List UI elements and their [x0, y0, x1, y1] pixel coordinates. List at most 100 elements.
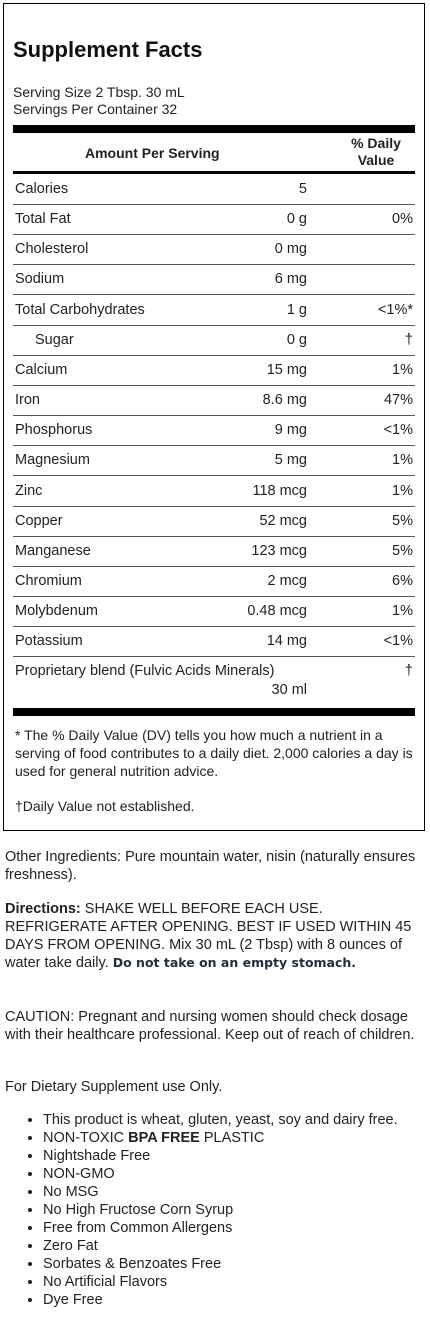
nutrient-daily-value: <1%	[383, 422, 413, 439]
bottom-divider	[13, 708, 415, 716]
blend-name: Proprietary blend (Fulvic Acids Minerals…	[15, 663, 275, 679]
nutrient-name: Calories	[15, 181, 69, 197]
dietary-note: For Dietary Supplement use Only.	[5, 1079, 223, 1095]
list-item: Zero Fat	[43, 1237, 423, 1255]
table-row: Phosphorus 9 mg <1%	[13, 415, 415, 447]
serving-size: Serving Size 2 Tbsp. 30 mL	[13, 84, 185, 100]
list-item: NON-TOXIC BPA FREE PLASTIC	[43, 1129, 423, 1147]
nutrient-name: Sodium	[15, 271, 65, 288]
directions-text: SHAKE WELL BEFORE EACH USE. REFRIGERATE …	[5, 901, 412, 971]
bpa-free-bold: BPA FREE	[128, 1130, 200, 1146]
nutrient-amount: 2 mcg	[267, 572, 308, 589]
nutrient-name: Manganese	[15, 542, 91, 559]
nutrient-daily-value: 1%	[392, 482, 413, 499]
nutrient-name: Total Carbohydrates	[15, 301, 145, 318]
proprietary-blend-row: Proprietary blend (Fulvic Acids Minerals…	[13, 654, 415, 706]
directions-warning: Do not take on an empty stomach.	[112, 955, 357, 970]
nutrient-daily-value: 1%	[392, 452, 413, 469]
nutrient-daily-value: 0%	[392, 211, 413, 228]
nutrient-name: Magnesium	[15, 452, 90, 469]
blend-amount: 30 ml	[271, 682, 307, 698]
nutrient-amount: 14 mg	[266, 633, 307, 650]
header-amount: Amount Per Serving	[85, 145, 220, 161]
nutrient-daily-value: 47%	[383, 392, 413, 409]
table-row: Manganese 123 mcg 5%	[13, 536, 415, 567]
blend-pct: †	[404, 663, 413, 679]
nutrient-name: Copper	[15, 512, 63, 529]
table-header: Amount Per Serving % Daily Value	[13, 133, 415, 171]
list-item: No MSG	[43, 1183, 423, 1201]
nutrient-name: Total Fat	[15, 211, 71, 228]
nutrient-name: Zinc	[15, 482, 43, 499]
nutrient-amount: 9 mg	[274, 422, 307, 439]
daily-value-footnote: * The % Daily Value (DV) tells you how m…	[15, 727, 413, 779]
nutrient-daily-value: †	[404, 331, 413, 348]
table-row: Potassium 14 mg <1%	[13, 626, 415, 658]
list-item: No Artificial Flavors	[43, 1273, 423, 1291]
header-dv-line2: Value	[357, 152, 395, 168]
supplement-facts-panel: Supplement Facts Serving Size 2 Tbsp. 30…	[3, 3, 425, 831]
nutrient-amount: 15 mg	[266, 361, 307, 378]
list-item: Sorbates & Benzoates Free	[43, 1255, 423, 1273]
table-row: Calories 5	[13, 174, 415, 205]
nutrient-amount: 8.6 mg	[262, 392, 307, 409]
table-row: Total Carbohydrates 1 g <1%*	[13, 295, 415, 326]
directions-label: Directions:	[5, 901, 81, 917]
bpa-suffix: PLASTIC	[199, 1130, 265, 1146]
nutrient-amount: 5	[298, 181, 307, 197]
table-row: Copper 52 mcg 5%	[13, 506, 415, 537]
other-ingredients: Other Ingredients: Pure mountain water, …	[5, 849, 416, 883]
nutrient-name: Potassium	[15, 633, 83, 650]
list-item: Dye Free	[43, 1291, 423, 1309]
nutrient-amount: 5 mg	[274, 452, 307, 469]
directions: Directions: SHAKE WELL BEFORE EACH USE. …	[5, 900, 425, 972]
nutrient-daily-value: <1%	[383, 633, 413, 650]
list-item: NON-GMO	[43, 1165, 423, 1183]
table-row: Magnesium 5 mg 1%	[13, 445, 415, 477]
nutrient-daily-value: 1%	[392, 603, 413, 620]
table-row: Cholesterol 0 mg	[13, 234, 415, 266]
nutrient-amount: 118 mcg	[252, 482, 307, 499]
nutrient-name: Calcium	[15, 361, 68, 378]
nutrient-amount: 52 mcg	[259, 512, 307, 529]
header-daily-value: % Daily Value	[341, 135, 411, 169]
nutrient-amount: 6 mg	[274, 271, 307, 288]
nutrient-amount: 123 mcg	[251, 542, 307, 559]
medium-divider	[13, 171, 415, 174]
nutrient-daily-value: 5%	[392, 512, 413, 529]
dv-not-established-note: †Daily Value not established.	[15, 798, 195, 814]
nutrient-daily-value: <1%*	[377, 301, 413, 318]
nutrient-amount: 0 mg	[274, 241, 307, 258]
list-item: Nightshade Free	[43, 1147, 423, 1165]
nutrient-amount: 0.48 mcg	[247, 603, 307, 620]
nutrient-name: Molybdenum	[15, 603, 99, 620]
nutrient-name: Iron	[15, 392, 40, 409]
nutrient-name: Phosphorus	[15, 422, 93, 439]
thick-divider	[13, 125, 415, 133]
table-row: Sodium 6 mg	[13, 264, 415, 296]
nutrient-amount: 0 g	[286, 211, 307, 228]
list-item: No High Fructose Corn Syrup	[43, 1201, 423, 1219]
table-row: Total Fat 0 g 0%	[13, 204, 415, 236]
table-row: Zinc 118 mcg 1%	[13, 476, 415, 507]
table-row: Iron 8.6 mg 47%	[13, 385, 415, 417]
table-row: Molybdenum 0.48 mcg 1%	[13, 596, 415, 628]
nutrient-name: Cholesterol	[15, 241, 89, 258]
serving-info: Serving Size 2 Tbsp. 30 mL Servings Per …	[13, 84, 185, 118]
list-item: This product is wheat, gluten, yeast, so…	[43, 1111, 423, 1129]
nutrient-daily-value: 5%	[392, 542, 413, 559]
table-row: Chromium 2 mcg 6%	[13, 566, 415, 597]
nutrient-daily-value: 6%	[392, 572, 413, 589]
servings-per-container: Servings Per Container 32	[13, 101, 178, 117]
nutrient-daily-value: 1%	[392, 361, 413, 378]
table-row: Calcium 15 mg 1%	[13, 355, 415, 386]
nutrient-name: Chromium	[15, 572, 82, 589]
bpa-prefix: NON-TOXIC	[43, 1130, 129, 1146]
list-item: Free from Common Allergens	[43, 1219, 423, 1237]
table-row: Sugar 0 g †	[13, 325, 415, 356]
panel-title: Supplement Facts	[13, 37, 203, 62]
nutrient-name: Sugar	[35, 331, 74, 348]
nutrient-amount: 0 g	[286, 331, 307, 348]
feature-list: This product is wheat, gluten, yeast, so…	[5, 1111, 423, 1309]
header-dv-line1: % Daily	[351, 135, 401, 151]
